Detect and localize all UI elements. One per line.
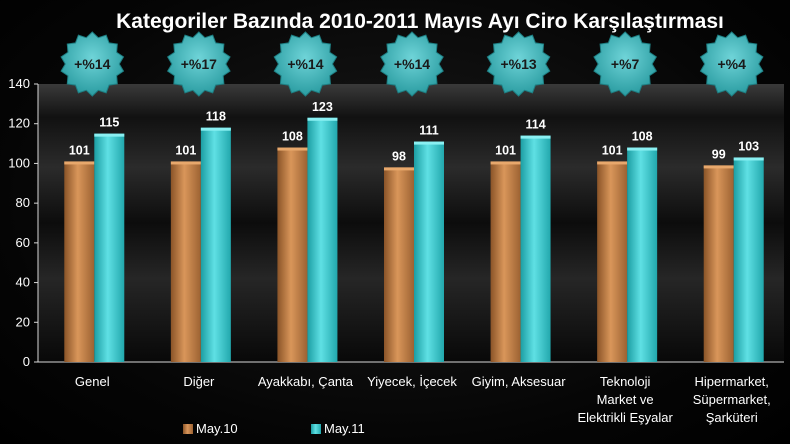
legend-label-1: May.11 <box>324 421 365 436</box>
change-badge-text: +%14 <box>74 56 110 72</box>
bar-top-highlight <box>64 161 95 165</box>
data-label: 101 <box>495 143 516 157</box>
category-label: Süpermarket, <box>693 392 771 407</box>
bar-May-10-2 <box>277 147 308 362</box>
y-tick-label: 100 <box>8 155 30 170</box>
change-badge-shape <box>166 31 231 97</box>
bar-top-highlight <box>277 147 308 151</box>
category-label: Şarküteri <box>706 410 758 425</box>
bar-May-11-3 <box>414 141 444 362</box>
y-tick-label: 60 <box>16 235 30 250</box>
data-label: 103 <box>738 139 759 153</box>
category-label: Genel <box>75 374 110 389</box>
bar-May-11-1 <box>200 127 231 362</box>
bar-top-highlight <box>733 157 764 161</box>
category-label: Ayakkabı, Çanta <box>258 374 354 389</box>
change-badge-shape <box>593 31 658 97</box>
y-tick-label: 80 <box>16 195 30 210</box>
category-label: Market ve <box>597 392 654 407</box>
legend-swatch-1 <box>311 424 321 434</box>
bar-May-10-1 <box>170 161 201 362</box>
data-label: 101 <box>175 143 196 157</box>
bar-top-highlight <box>414 141 444 145</box>
bar-May-10-5 <box>597 161 628 362</box>
data-label: 101 <box>602 143 623 157</box>
category-label: Giyim, Aksesuar <box>472 374 567 389</box>
data-labels: 101 115 101 118 108 123 98 111 101 114 101 108 99 103 <box>69 100 759 164</box>
bar-series <box>64 117 764 362</box>
category-label: Yiyecek, İçecek <box>367 374 457 389</box>
data-label: 111 <box>419 124 439 138</box>
bar-top-highlight <box>94 133 125 137</box>
bar-top-highlight <box>703 165 734 169</box>
y-tick-label: 140 <box>8 76 30 91</box>
bar-May-11-0 <box>94 133 125 362</box>
category-label: Teknoloji <box>600 374 651 389</box>
bar-top-highlight <box>597 161 628 165</box>
y-tick-label: 120 <box>8 116 30 131</box>
y-tick-label: 20 <box>16 314 30 329</box>
bar-top-highlight <box>627 147 658 151</box>
change-badge-text: +%13 <box>500 56 536 72</box>
change-badge-shape <box>380 31 444 97</box>
legend-label-0: May.10 <box>196 421 238 436</box>
data-label: 98 <box>392 149 406 163</box>
change-badge-shape <box>486 31 551 97</box>
change-badge-text: +%14 <box>394 56 430 72</box>
bar-May-11-4 <box>520 135 551 362</box>
change-badge-text: +%4 <box>718 56 747 72</box>
change-badge-text: +%7 <box>611 56 640 72</box>
data-label: 108 <box>632 130 653 144</box>
y-tick-label: 40 <box>16 275 30 290</box>
change-badges: +%14 +%17 +%14 +%14 +%13 +%7 +%4 <box>60 31 764 97</box>
data-label: 99 <box>712 147 726 161</box>
category-label: Elektrikli Eşyalar <box>577 410 673 425</box>
bar-top-highlight <box>490 161 521 165</box>
bar-top-highlight <box>520 135 551 139</box>
legend-swatch-0 <box>183 424 193 434</box>
bar-May-11-6 <box>733 157 764 362</box>
change-badge-text: +%14 <box>287 56 323 72</box>
bar-May-10-4 <box>490 161 521 362</box>
legend: May.10 May.11 <box>183 421 365 436</box>
data-label: 114 <box>525 118 545 132</box>
data-label: 123 <box>312 100 333 114</box>
change-badge-shape <box>273 31 338 97</box>
bar-May-11-5 <box>627 147 658 362</box>
y-tick-label: 0 <box>23 354 30 369</box>
bar-May-10-6 <box>703 165 734 362</box>
category-label: Diğer <box>183 374 215 389</box>
y-axis-ticks: 0 20 40 60 80 100 120 140 <box>8 76 38 369</box>
category-labels: Genel Diğer Ayakkabı, Çanta Yiyecek, İçecek… <box>75 374 771 425</box>
change-badge-text: +%17 <box>181 56 217 72</box>
bar-May-11-2 <box>307 117 338 362</box>
data-label: 115 <box>99 116 119 130</box>
chart-title: Kategoriler Bazında 2010-2011 Mayıs Ayı … <box>116 10 724 33</box>
category-label: Hipermarket, <box>695 374 769 389</box>
data-label: 118 <box>206 110 226 124</box>
bar-top-highlight <box>307 117 338 121</box>
bar-May-10-3 <box>384 167 414 362</box>
change-badge-shape <box>699 31 764 97</box>
bar-top-highlight <box>384 167 414 171</box>
bar-top-highlight <box>170 161 201 165</box>
bar-top-highlight <box>200 127 231 131</box>
data-label: 101 <box>69 143 90 157</box>
data-label: 108 <box>282 130 303 144</box>
bar-May-10-0 <box>64 161 95 362</box>
change-badge-shape <box>60 31 125 97</box>
